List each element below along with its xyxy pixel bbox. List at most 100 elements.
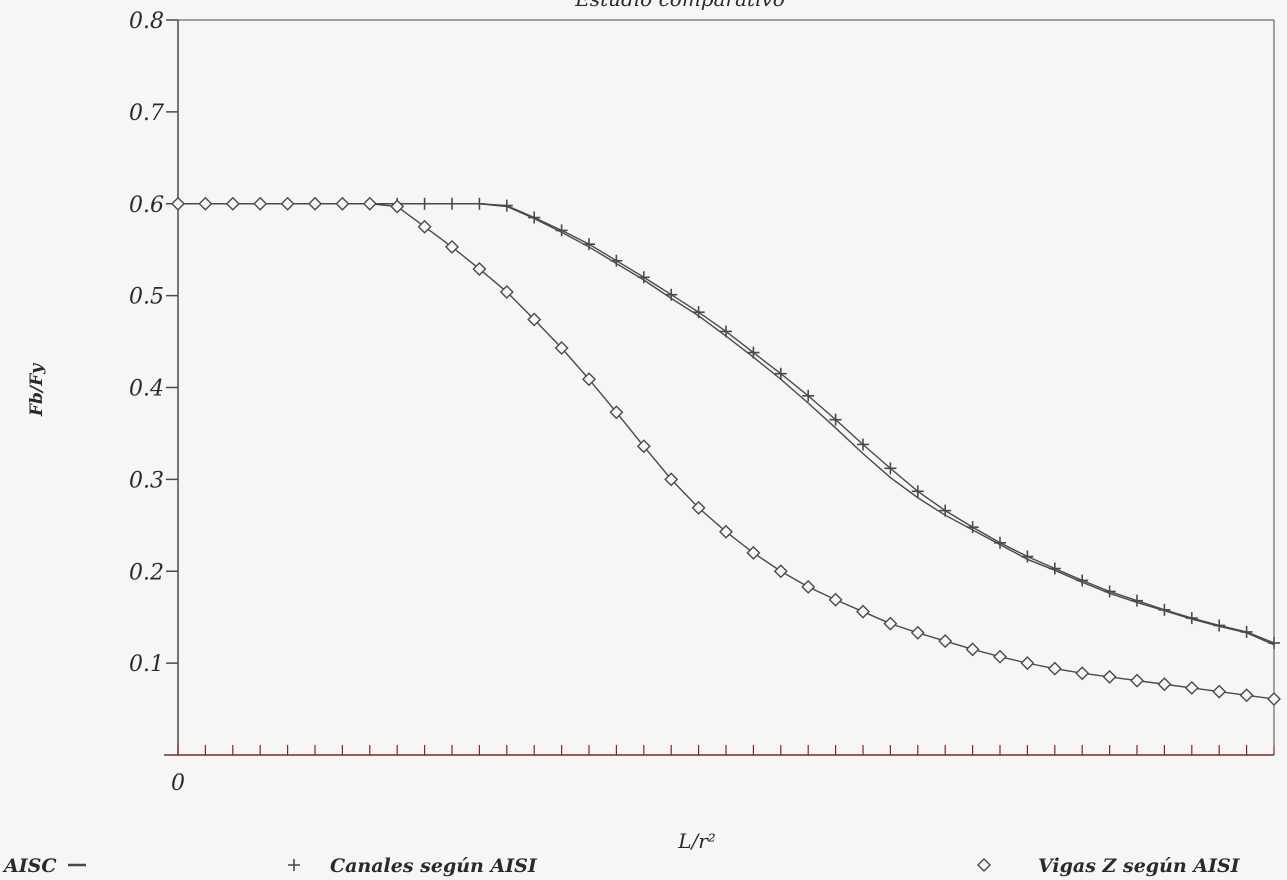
data-point — [938, 634, 953, 649]
data-point — [966, 521, 979, 534]
data-point — [499, 284, 514, 299]
data-point — [225, 196, 240, 211]
data-point — [691, 500, 706, 515]
data-point — [1157, 677, 1172, 692]
data-point — [637, 271, 650, 284]
data-point — [884, 462, 897, 475]
data-point — [1240, 625, 1253, 638]
data-point — [527, 312, 542, 327]
y-tick-label: 0.7 — [129, 101, 164, 126]
data-point — [1020, 656, 1035, 671]
y-tick-label: 0.8 — [129, 9, 164, 34]
data-point — [253, 196, 268, 211]
data-point — [939, 504, 952, 517]
chart-title: Estudio comparativo — [574, 0, 785, 11]
series-2 — [171, 196, 1281, 706]
series-line — [178, 203, 1275, 644]
y-tick-label: 0.6 — [129, 193, 164, 218]
axes: 0.1 0.2 0.3 0.4 0.5 0.6 0.7 0.8 0 — [129, 9, 1275, 796]
legend-item: Canales según AISI — [288, 855, 538, 877]
data-point — [472, 261, 487, 276]
data-point — [446, 197, 458, 210]
data-point — [1185, 612, 1198, 625]
data-point — [582, 372, 596, 387]
data-point — [280, 196, 295, 211]
data-point — [417, 219, 432, 234]
data-point — [1131, 594, 1143, 607]
data-point — [993, 649, 1007, 664]
legend-item: Vigas Z según AISI — [977, 855, 1241, 877]
data-point — [528, 211, 541, 224]
data-point — [171, 196, 185, 211]
data-point — [801, 579, 816, 594]
data-point — [1076, 574, 1089, 587]
y-tick-label: 0.4 — [129, 377, 164, 402]
data-point — [1048, 562, 1061, 575]
data-point — [1103, 585, 1116, 598]
y-axis-label: Fb/Fy — [27, 363, 47, 417]
legend-label: Canales según AISI — [330, 855, 538, 877]
data-point — [1267, 691, 1281, 706]
legend-label: AISC — [2, 855, 56, 877]
data-point — [1130, 673, 1144, 688]
data-point — [965, 642, 980, 657]
legend-swatch — [288, 859, 300, 871]
data-point — [609, 405, 624, 420]
data-point — [610, 254, 623, 267]
data-point — [773, 564, 788, 579]
data-point — [418, 197, 431, 210]
data-point — [664, 472, 679, 487]
data-point — [911, 485, 924, 498]
series-line — [178, 203, 1275, 700]
data-point — [856, 604, 870, 619]
data-point — [692, 306, 705, 319]
data-point — [445, 239, 459, 254]
data-point — [719, 524, 733, 539]
data-point — [473, 197, 486, 210]
data-point — [665, 288, 678, 301]
data-point — [720, 325, 732, 338]
data-point — [802, 389, 815, 402]
y-tick-label: 0.1 — [129, 652, 164, 677]
data-point — [390, 199, 405, 214]
data-point — [1239, 688, 1254, 703]
data-point — [828, 592, 843, 607]
data-point — [829, 413, 842, 426]
data-point — [774, 367, 787, 380]
data-point — [500, 199, 513, 212]
y-tick-label: 0.2 — [129, 560, 164, 585]
data-point — [554, 341, 569, 355]
y-tick-label: 0.5 — [129, 285, 164, 310]
data-point — [636, 439, 651, 454]
legend-label: Vigas Z según AISI — [1038, 855, 1241, 877]
data-point — [1158, 603, 1171, 616]
data-point — [747, 346, 760, 359]
legend: AISC Canales según AISI Vigas Z según AISI — [2, 855, 1241, 877]
data-point — [1021, 550, 1034, 563]
plot-area — [171, 196, 1281, 706]
data-point — [746, 545, 761, 560]
data-point — [994, 536, 1006, 549]
data-point — [857, 438, 869, 451]
series-line — [178, 203, 1275, 646]
data-point — [883, 616, 898, 631]
x-tick-label: 0 — [171, 771, 185, 796]
data-point — [1102, 669, 1117, 684]
data-point — [362, 196, 377, 211]
data-point — [910, 625, 925, 640]
legend-item: AISC — [2, 855, 86, 877]
x-axis-label: L/r² — [677, 829, 716, 853]
data-point — [335, 196, 350, 211]
data-point — [1047, 661, 1062, 676]
data-point — [1075, 666, 1090, 681]
data-point — [555, 224, 568, 237]
data-point — [583, 238, 595, 251]
series-1 — [172, 197, 1280, 649]
data-point — [1184, 680, 1199, 695]
data-point — [1268, 636, 1280, 649]
data-point — [308, 196, 322, 211]
series-0 — [178, 203, 1275, 646]
legend-swatch — [977, 858, 991, 872]
